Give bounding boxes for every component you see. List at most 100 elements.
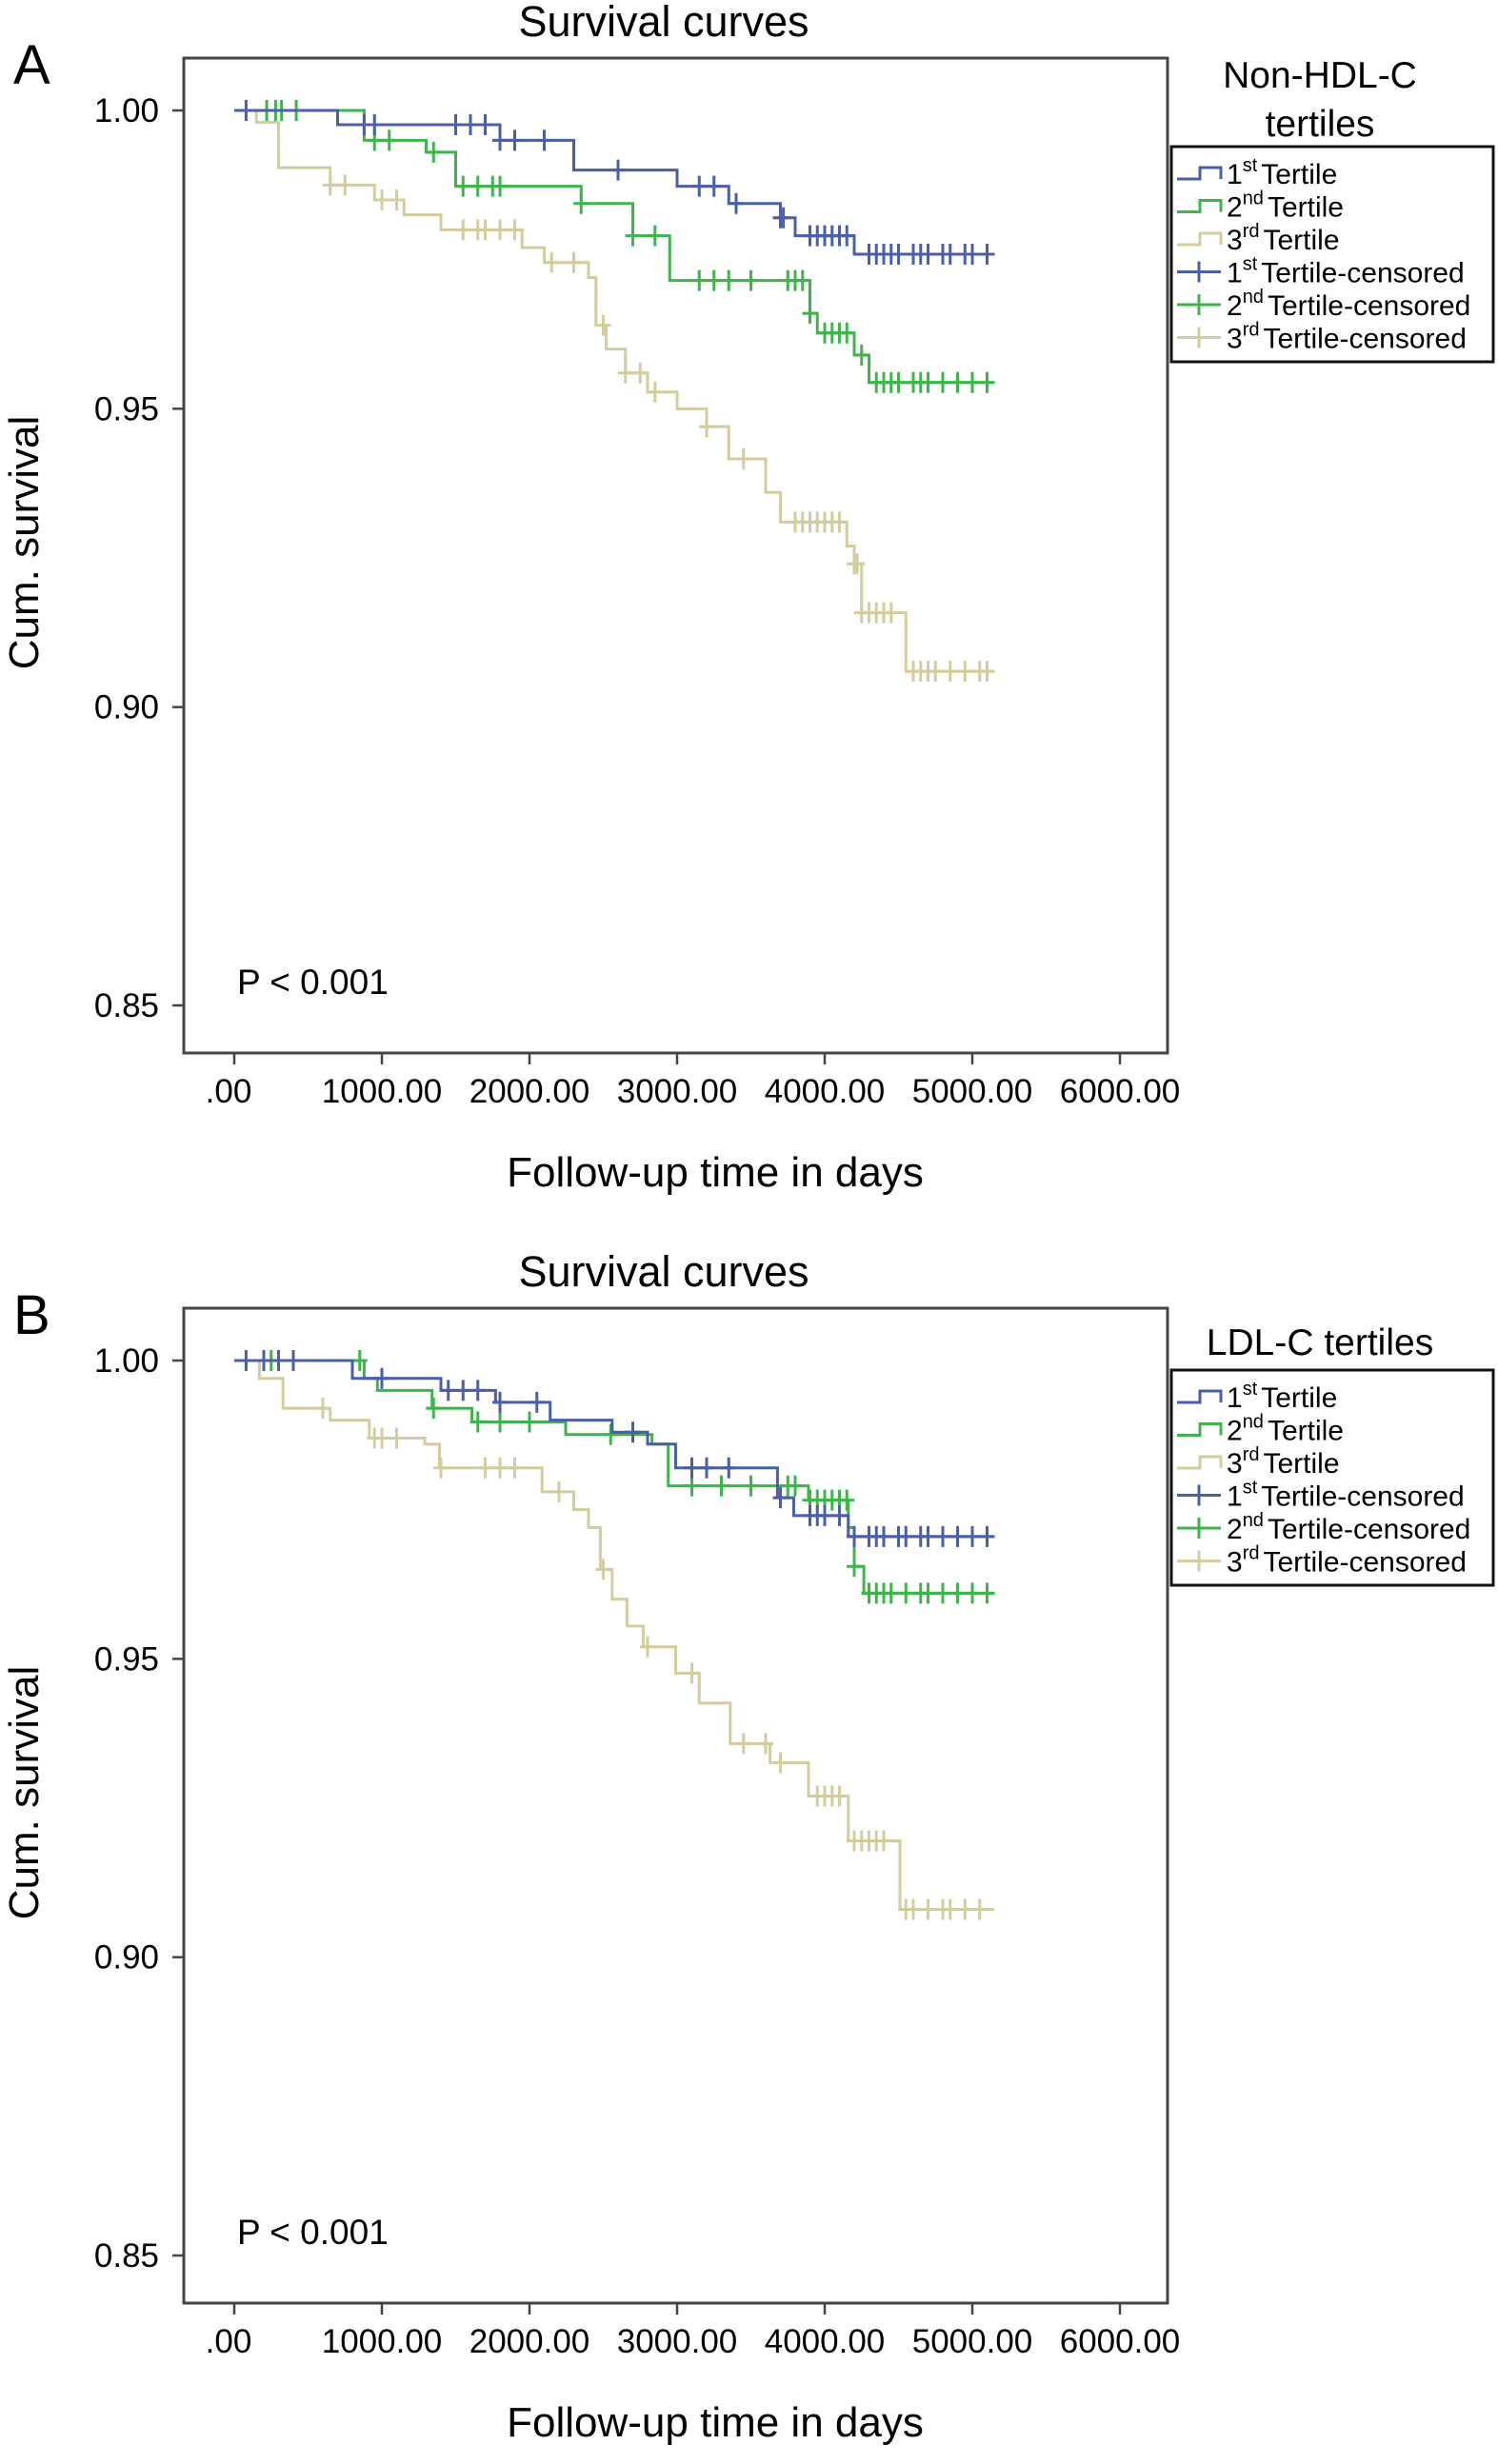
censor-mark xyxy=(772,1752,789,1774)
censor-mark xyxy=(735,1733,751,1755)
censor-mark xyxy=(876,1830,891,1852)
legend-label: Tertile-censored xyxy=(1261,1481,1464,1513)
censor-mark xyxy=(238,1350,254,1371)
censor-mark xyxy=(315,1398,330,1420)
censor-mark xyxy=(920,244,936,266)
censor-mark xyxy=(979,661,995,683)
censor-mark xyxy=(617,362,633,384)
legend-label: Tertile xyxy=(1268,192,1344,224)
censor-mark xyxy=(883,602,899,624)
censor-mark xyxy=(492,1457,508,1479)
censor-mark xyxy=(566,251,582,273)
x-tick-label: 1000.00 xyxy=(322,1073,443,1110)
legend-label: Tertile xyxy=(1268,1416,1344,1447)
legend-line-icon xyxy=(1177,199,1223,213)
x-tick-label: 4000.00 xyxy=(765,2323,886,2360)
survival-curve-1 xyxy=(234,1359,995,1539)
censor-mark xyxy=(632,362,649,384)
censor-mark xyxy=(573,192,589,214)
censor-mark xyxy=(389,189,405,210)
censor-mark xyxy=(595,1559,611,1580)
censor-mark xyxy=(706,175,722,197)
legend-ordinal: 2 xyxy=(1227,290,1243,322)
legend-ordinal-suffix: nd xyxy=(1243,1412,1264,1433)
censor-mark xyxy=(839,322,855,344)
legend-ordinal: 1 xyxy=(1227,1382,1243,1414)
censor-mark xyxy=(492,1411,508,1433)
censor-mark xyxy=(817,1504,832,1526)
legend-entry: 2nd Tertile xyxy=(1227,1412,1344,1447)
legend-title: LDL-C tertiles xyxy=(1207,1322,1433,1363)
censor-mark xyxy=(883,1582,899,1604)
censor-mark xyxy=(979,1582,995,1604)
censor-mark xyxy=(625,225,641,247)
x-tick-label: 3000.00 xyxy=(617,1073,738,1110)
x-tick-label: .00 xyxy=(206,2323,252,2360)
censor-mark xyxy=(935,371,950,393)
censor-mark xyxy=(876,1525,891,1547)
legend-box xyxy=(1169,1368,1495,1587)
legend-ordinal: 1 xyxy=(1227,1481,1243,1513)
censor-mark xyxy=(847,1525,862,1547)
censor-mark xyxy=(957,1898,973,1920)
censor-mark xyxy=(536,129,552,151)
panel-b: B Survival curves 1.00 0.95 0.90 0.85 .00 1000.… xyxy=(1,1247,1495,2446)
legend-label: Tertile-censored xyxy=(1261,258,1464,289)
censor-mark xyxy=(890,244,907,266)
censor-mark xyxy=(551,1480,567,1502)
legend-line-icon xyxy=(1177,166,1223,181)
censor-mark xyxy=(965,1525,980,1547)
censor-mark xyxy=(374,189,389,210)
censor-mark xyxy=(906,1898,921,1920)
censor-mark xyxy=(706,269,722,291)
y-tick-label: 1.00 xyxy=(94,1342,159,1380)
legend-line-icon xyxy=(1177,1389,1223,1404)
censor-mark xyxy=(492,129,508,151)
censor-mark xyxy=(920,1898,936,1920)
censor-mark xyxy=(942,244,958,266)
censor-mark xyxy=(256,1350,271,1371)
panel-label: A xyxy=(13,34,50,96)
censor-mark xyxy=(935,1582,950,1604)
legend-ordinal-suffix: nd xyxy=(1243,1510,1264,1531)
legend-entry: 1st Tertile-censored xyxy=(1227,254,1465,289)
legend-ordinal-suffix: rd xyxy=(1243,1543,1260,1564)
y-axis-label: Cum. survival xyxy=(1,1666,48,1920)
chart-title: Survival curves xyxy=(518,0,809,46)
censor-mark xyxy=(238,100,254,121)
censor-mark xyxy=(949,1525,966,1547)
censor-mark xyxy=(839,1489,855,1511)
censor-mark xyxy=(775,207,791,229)
legend-censor-icon xyxy=(1177,327,1221,348)
legend-ordinal-suffix: st xyxy=(1243,254,1258,275)
legend-entry: 1st Tertile-censored xyxy=(1227,1478,1465,1513)
censor-mark xyxy=(448,114,464,136)
censor-mark xyxy=(286,1350,301,1371)
y-tick-label: 1.00 xyxy=(94,92,159,129)
censor-mark xyxy=(647,381,663,403)
censor-mark xyxy=(522,1411,537,1433)
censor-mark xyxy=(890,371,907,393)
x-tick-label: 6000.00 xyxy=(1060,2323,1181,2360)
censor-mark xyxy=(469,175,486,197)
legend-label: Tertile-censored xyxy=(1268,290,1470,322)
censor-mark xyxy=(831,1504,848,1526)
y-axis-label: Cum. survival xyxy=(1,416,48,670)
legend-ordinal-suffix: st xyxy=(1243,155,1258,176)
legend-title: tertiles xyxy=(1266,104,1375,145)
censor-mark xyxy=(463,114,478,136)
legend-label: Tertile-censored xyxy=(1268,1514,1470,1545)
legend-label: Tertile xyxy=(1263,1448,1339,1480)
legend-entry: 3rd Tertile xyxy=(1227,1444,1340,1480)
censor-mark xyxy=(477,219,493,241)
censor-mark xyxy=(426,1398,442,1420)
censor-mark xyxy=(381,129,397,151)
legend-label: Tertile-censored xyxy=(1263,324,1466,355)
censor-mark xyxy=(603,1423,619,1445)
x-tick-label: .00 xyxy=(206,1073,252,1110)
panel-label: B xyxy=(13,1284,50,1346)
censor-mark xyxy=(831,1785,848,1807)
censor-mark xyxy=(691,269,708,291)
censor-mark xyxy=(351,1350,368,1371)
legend-ordinal: 1 xyxy=(1227,159,1243,190)
